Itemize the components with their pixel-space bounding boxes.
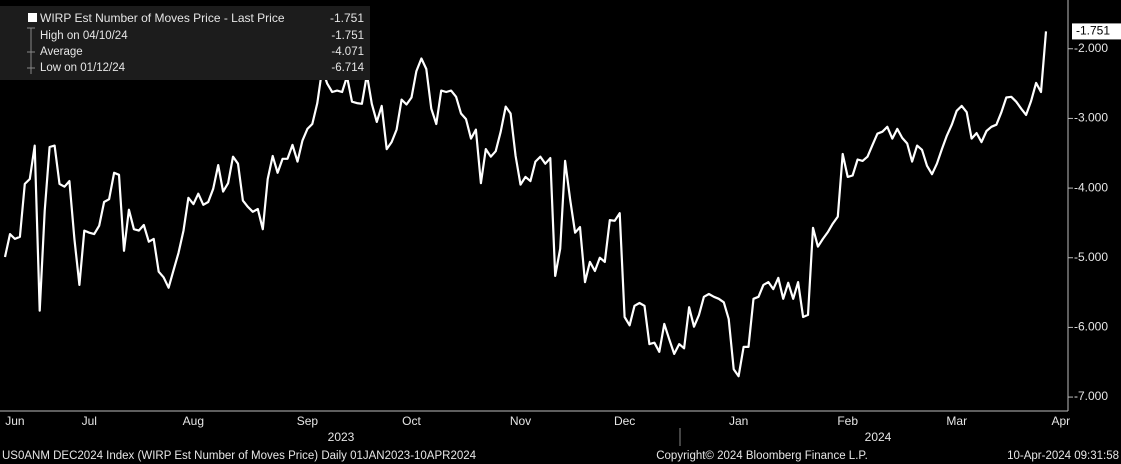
plot-area: [3, 31, 1048, 378]
last-value-tag: [1072, 23, 1121, 40]
legend-label: Average: [40, 46, 83, 58]
last-value-label: -1.751: [1076, 24, 1110, 38]
y-tick-label: -4.000: [1074, 180, 1108, 194]
legend: WIRP Est Number of Moves Price - Last Pr…: [0, 6, 370, 80]
y-tick-label: -7.000: [1074, 389, 1108, 403]
x-tick-label: Apr: [1051, 414, 1070, 428]
x-tick-label: Nov: [510, 414, 531, 428]
year-label: 2023: [328, 430, 355, 444]
y-tick-label: -3.000: [1074, 111, 1108, 125]
x-tick-label: Jul: [82, 414, 97, 428]
footer-center: Copyright© 2024 Bloomberg Finance L.P.: [656, 450, 868, 462]
footer-right: 10-Apr-2024 09:31:58: [1007, 450, 1119, 462]
legend-value: -6.714: [331, 62, 364, 74]
series-line: [3, 31, 1048, 378]
x-tick-label: Jan: [729, 414, 748, 428]
y-tick-label: -5.000: [1074, 250, 1108, 264]
x-tick-label: Sep: [297, 414, 319, 428]
legend-box: [0, 6, 370, 80]
x-tick-label: Dec: [614, 414, 635, 428]
legend-title: WIRP Est Number of Moves Price - Last Pr…: [40, 11, 285, 25]
legend-swatch: [28, 13, 37, 22]
y-tick-label: -2.000: [1074, 41, 1108, 55]
footer-left: US0ANM DEC2024 Index (WIRP Est Number of…: [2, 450, 477, 462]
legend-label: High on 04/10/24: [40, 30, 128, 42]
x-tick-label: Jun: [5, 414, 24, 428]
legend-value: -1.751: [330, 11, 364, 25]
legend-label: Low on 01/12/24: [40, 62, 126, 74]
legend-value: -4.071: [331, 46, 364, 58]
x-tick-label: Mar: [946, 414, 967, 428]
x-tick-label: Feb: [837, 414, 858, 428]
y-tick-label: -6.000: [1074, 320, 1108, 334]
year-label: 2024: [865, 430, 892, 444]
x-tick-label: Aug: [183, 414, 204, 428]
legend-value: -1.751: [331, 30, 364, 42]
x-tick-label: Oct: [402, 414, 421, 428]
legend-tree: [27, 27, 35, 74]
